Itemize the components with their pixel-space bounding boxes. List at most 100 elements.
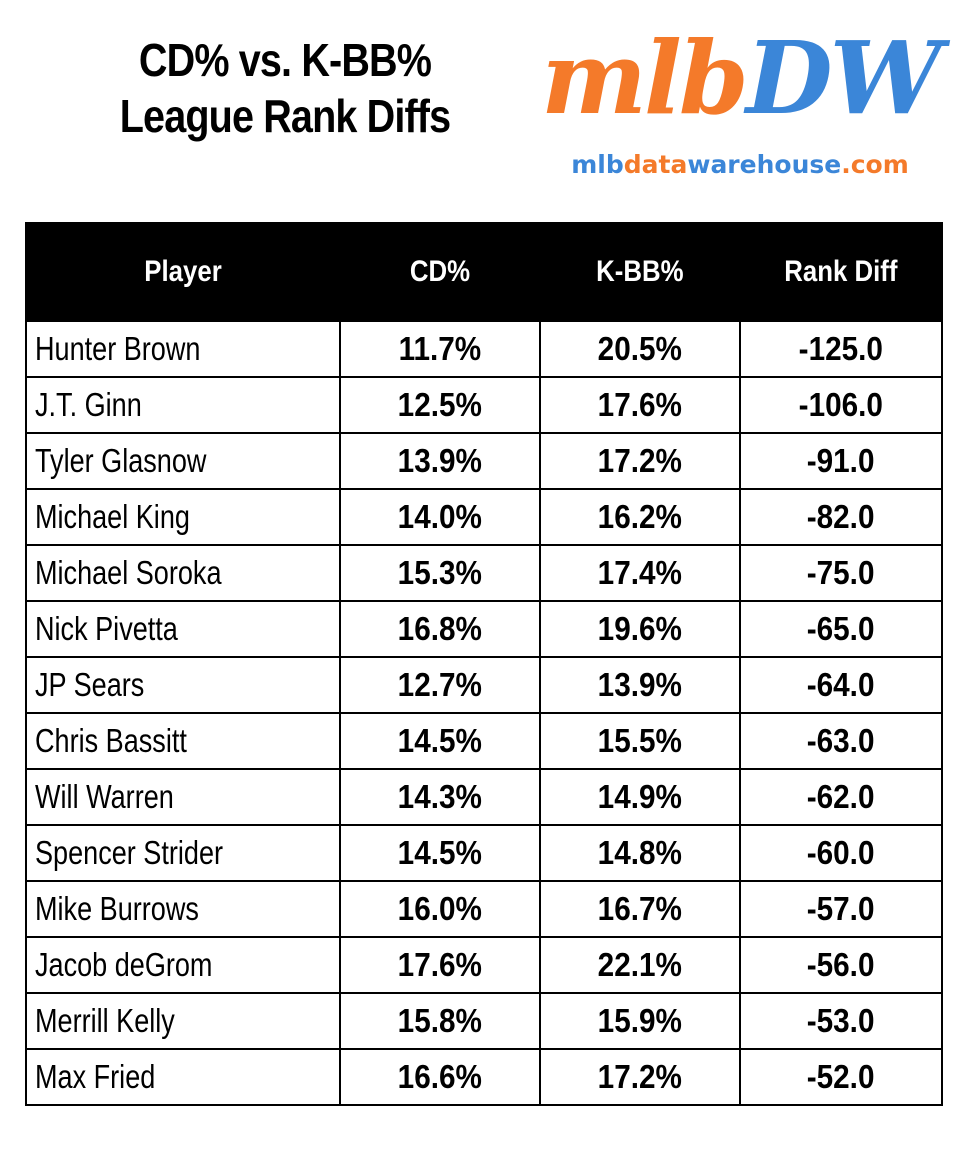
cd-pct-cell: 13.9% bbox=[339, 432, 541, 490]
cd-pct-value: 12.5% bbox=[397, 386, 483, 423]
table-row: Michael Soroka 15.3% 17.4% -75.0 bbox=[25, 544, 943, 602]
column-header-player-label: Player bbox=[144, 255, 222, 288]
player-name-cell: Merrill Kelly bbox=[25, 992, 341, 1050]
kbb-pct-value: 16.7% bbox=[597, 890, 683, 927]
table-row: Tyler Glasnow 13.9% 17.2% -91.0 bbox=[25, 432, 943, 490]
table-row: Merrill Kelly 15.8% 15.9% -53.0 bbox=[25, 992, 943, 1050]
rank-diff-value: -106.0 bbox=[798, 386, 884, 423]
cd-pct-value: 11.7% bbox=[398, 330, 482, 367]
kbb-pct-value: 14.8% bbox=[597, 834, 683, 871]
player-name-cell: Will Warren bbox=[25, 768, 341, 826]
player-name: JP Sears bbox=[35, 666, 145, 703]
cd-pct-value: 14.5% bbox=[397, 834, 483, 871]
kbb-pct-cell: 15.9% bbox=[539, 992, 741, 1050]
kbb-pct-cell: 17.4% bbox=[539, 544, 741, 602]
player-name-cell: Nick Pivetta bbox=[25, 600, 341, 658]
cd-pct-cell: 14.0% bbox=[339, 488, 541, 546]
cd-pct-value: 16.6% bbox=[397, 1058, 483, 1095]
rank-diff-value: -125.0 bbox=[798, 330, 884, 367]
rank-diff-value: -91.0 bbox=[807, 442, 875, 479]
table-row: Chris Bassitt 14.5% 15.5% -63.0 bbox=[25, 712, 943, 770]
logo-url-com: .com bbox=[841, 150, 909, 179]
kbb-pct-value: 14.9% bbox=[597, 778, 683, 815]
chart-title: CD% vs. K-BB% League Rank Diffs bbox=[74, 32, 495, 144]
cd-pct-cell: 14.5% bbox=[339, 824, 541, 882]
player-name: Tyler Glasnow bbox=[35, 442, 207, 479]
player-name-cell: Mike Burrows bbox=[25, 880, 341, 938]
kbb-pct-value: 20.5% bbox=[597, 330, 683, 367]
player-name-cell: Chris Bassitt bbox=[25, 712, 341, 770]
logo-url-data: data bbox=[623, 150, 688, 179]
rank-diff-cell: -57.0 bbox=[739, 880, 943, 938]
rank-diff-cell: -63.0 bbox=[739, 712, 943, 770]
cd-pct-cell: 15.3% bbox=[339, 544, 541, 602]
column-header-rank-diff: Rank Diff bbox=[739, 222, 943, 322]
rank-diff-cell: -125.0 bbox=[739, 320, 943, 378]
cd-pct-cell: 14.5% bbox=[339, 712, 541, 770]
rank-diff-cell: -65.0 bbox=[739, 600, 943, 658]
column-header-rank-diff-label: Rank Diff bbox=[784, 255, 898, 288]
player-name-cell: Michael Soroka bbox=[25, 544, 341, 602]
kbb-pct-cell: 16.2% bbox=[539, 488, 741, 546]
player-name-cell: J.T. Ginn bbox=[25, 376, 341, 434]
table-row: Jacob deGrom 17.6% 22.1% -56.0 bbox=[25, 936, 943, 994]
table-header-row: Player CD% K-BB% Rank Diff bbox=[25, 222, 943, 322]
rank-diff-value: -53.0 bbox=[807, 1002, 875, 1039]
player-name: Michael King bbox=[35, 498, 190, 535]
logo-word-dw: DW bbox=[745, 19, 942, 137]
rank-diff-value: -64.0 bbox=[807, 666, 875, 703]
kbb-pct-cell: 20.5% bbox=[539, 320, 741, 378]
player-name-cell: Spencer Strider bbox=[25, 824, 341, 882]
cd-pct-value: 15.3% bbox=[397, 554, 483, 591]
logo-url: mlbdatawarehouse.com bbox=[540, 150, 940, 180]
table-row: Nick Pivetta 16.8% 19.6% -65.0 bbox=[25, 600, 943, 658]
player-name-cell: JP Sears bbox=[25, 656, 341, 714]
mlbdw-logo: mlbDW mlbdatawarehouse.com bbox=[540, 18, 942, 188]
kbb-pct-cell: 14.8% bbox=[539, 824, 741, 882]
rank-diff-cell: -75.0 bbox=[739, 544, 943, 602]
column-header-player: Player bbox=[25, 222, 341, 322]
kbb-pct-value: 16.2% bbox=[597, 498, 683, 535]
player-name-cell: Max Fried bbox=[25, 1048, 341, 1106]
rank-diff-cell: -60.0 bbox=[739, 824, 943, 882]
kbb-pct-cell: 22.1% bbox=[539, 936, 741, 994]
logo-url-warehouse: warehouse bbox=[687, 150, 842, 179]
rank-diff-cell: -53.0 bbox=[739, 992, 943, 1050]
player-name: Chris Bassitt bbox=[35, 722, 187, 759]
cd-pct-cell: 16.8% bbox=[339, 600, 541, 658]
player-name: Merrill Kelly bbox=[35, 1002, 175, 1039]
rank-diff-value: -82.0 bbox=[807, 498, 875, 535]
player-name-cell: Michael King bbox=[25, 488, 341, 546]
cd-pct-cell: 15.8% bbox=[339, 992, 541, 1050]
player-name: Michael Soroka bbox=[35, 554, 222, 591]
kbb-pct-value: 13.9% bbox=[597, 666, 683, 703]
rank-diff-value: -56.0 bbox=[807, 946, 875, 983]
kbb-pct-value: 17.2% bbox=[597, 1058, 683, 1095]
kbb-pct-cell: 16.7% bbox=[539, 880, 741, 938]
cd-pct-value: 14.5% bbox=[397, 722, 483, 759]
kbb-pct-cell: 15.5% bbox=[539, 712, 741, 770]
table-row: Mike Burrows 16.0% 16.7% -57.0 bbox=[25, 880, 943, 938]
player-name: Mike Burrows bbox=[35, 890, 199, 927]
cd-pct-value: 14.3% bbox=[397, 778, 483, 815]
table-row: J.T. Ginn 12.5% 17.6% -106.0 bbox=[25, 376, 943, 434]
player-name: Will Warren bbox=[35, 778, 174, 815]
player-name-cell: Jacob deGrom bbox=[25, 936, 341, 994]
rank-diff-value: -62.0 bbox=[807, 778, 875, 815]
kbb-pct-value: 15.5% bbox=[597, 722, 683, 759]
rank-diff-value: -63.0 bbox=[807, 722, 875, 759]
kbb-pct-cell: 17.6% bbox=[539, 376, 741, 434]
table-row: Will Warren 14.3% 14.9% -62.0 bbox=[25, 768, 943, 826]
player-name: Spencer Strider bbox=[35, 834, 224, 871]
title-line-2: League Rank Diffs bbox=[119, 90, 451, 142]
table-row: Michael King 14.0% 16.2% -82.0 bbox=[25, 488, 943, 546]
kbb-pct-value: 17.2% bbox=[597, 442, 683, 479]
cd-pct-value: 12.7% bbox=[397, 666, 483, 703]
kbb-pct-value: 15.9% bbox=[597, 1002, 683, 1039]
kbb-pct-cell: 19.6% bbox=[539, 600, 741, 658]
column-header-kbb-label: K-BB% bbox=[596, 255, 684, 288]
rank-diff-value: -75.0 bbox=[807, 554, 875, 591]
player-name: J.T. Ginn bbox=[35, 386, 142, 423]
cd-pct-value: 14.0% bbox=[397, 498, 483, 535]
cd-pct-cell: 12.7% bbox=[339, 656, 541, 714]
